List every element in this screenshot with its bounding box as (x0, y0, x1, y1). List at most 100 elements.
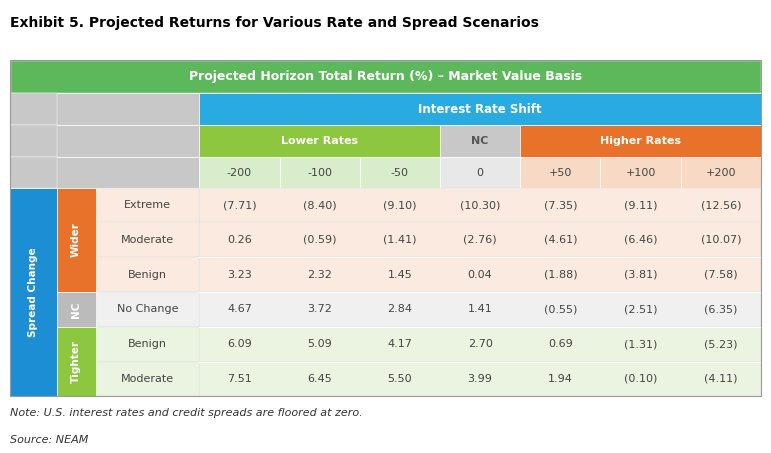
Bar (10, 188, 56, 396)
Text: 6.09: 6.09 (227, 339, 252, 349)
Text: Exhibit 5. Projected Returns for Various Rate and Spread Scenarios: Exhibit 5. Projected Returns for Various… (10, 16, 539, 30)
Bar (10, 157, 56, 188)
Text: Lower Rates: Lower Rates (281, 136, 359, 146)
Text: +100: +100 (625, 168, 656, 178)
Bar (199, 257, 761, 292)
Text: 3.23: 3.23 (227, 270, 252, 280)
Text: 0.04: 0.04 (468, 270, 493, 280)
Bar (440, 157, 520, 188)
Bar (199, 361, 761, 396)
Text: (4.11): (4.11) (704, 374, 738, 384)
Text: (0.59): (0.59) (303, 235, 336, 245)
Text: 3.72: 3.72 (307, 304, 332, 314)
Text: Note: U.S. interest rates and credit spreads are floored at zero.: Note: U.S. interest rates and credit spr… (10, 408, 362, 418)
Text: (6.46): (6.46) (624, 235, 658, 245)
Bar (56, 292, 96, 327)
Text: (9.11): (9.11) (624, 200, 658, 210)
Bar (10, 60, 761, 93)
Text: Benign: Benign (128, 270, 167, 280)
Text: -50: -50 (391, 168, 409, 178)
Text: 2.32: 2.32 (307, 270, 332, 280)
Text: No Change: No Change (116, 304, 178, 314)
Bar (96, 327, 199, 361)
Text: 0.26: 0.26 (227, 235, 252, 245)
Bar (280, 157, 360, 188)
Bar (96, 257, 199, 292)
Text: 0: 0 (476, 168, 483, 178)
Text: (8.40): (8.40) (303, 200, 336, 210)
Text: Interest Rate Shift: Interest Rate Shift (419, 103, 542, 116)
Text: Projected Horizon Total Return (%) – Market Value Basis: Projected Horizon Total Return (%) – Mar… (189, 70, 582, 83)
Text: Tighter: Tighter (71, 340, 81, 383)
Bar (10, 60, 761, 396)
Text: (9.10): (9.10) (383, 200, 416, 210)
Text: Benign: Benign (128, 339, 167, 349)
Bar (56, 327, 96, 396)
Bar (199, 222, 761, 257)
Bar (10, 93, 56, 125)
Text: 3.99: 3.99 (468, 374, 493, 384)
Bar (360, 157, 440, 188)
Bar (10, 125, 199, 157)
Text: Moderate: Moderate (121, 374, 174, 384)
Text: (7.71): (7.71) (223, 200, 256, 210)
Text: (2.76): (2.76) (463, 235, 497, 245)
Bar (56, 188, 96, 292)
Bar (520, 125, 761, 157)
Text: (1.88): (1.88) (544, 270, 577, 280)
Bar (199, 93, 761, 125)
Text: (1.41): (1.41) (383, 235, 416, 245)
Bar (96, 222, 199, 257)
Bar (199, 327, 761, 361)
Text: (0.55): (0.55) (544, 304, 577, 314)
Bar (440, 125, 520, 157)
Text: 7.51: 7.51 (227, 374, 252, 384)
Bar (199, 125, 440, 157)
Text: 5.50: 5.50 (388, 374, 412, 384)
Text: 4.67: 4.67 (227, 304, 252, 314)
Bar (199, 188, 761, 222)
Text: Extreme: Extreme (124, 200, 171, 210)
Bar (96, 292, 199, 327)
Text: 5.09: 5.09 (308, 339, 332, 349)
Text: 4.17: 4.17 (388, 339, 412, 349)
Text: Moderate: Moderate (121, 235, 174, 245)
Bar (10, 157, 199, 188)
Bar (10, 93, 199, 125)
Text: 2.70: 2.70 (468, 339, 493, 349)
Text: 0.69: 0.69 (548, 339, 573, 349)
Text: -100: -100 (307, 168, 332, 178)
Text: NC: NC (71, 301, 81, 318)
Text: (1.31): (1.31) (624, 339, 658, 349)
Text: Wider: Wider (71, 222, 81, 257)
Text: -200: -200 (227, 168, 252, 178)
Text: +50: +50 (549, 168, 572, 178)
Text: (0.10): (0.10) (624, 374, 658, 384)
Text: 1.45: 1.45 (388, 270, 412, 280)
Text: (2.51): (2.51) (624, 304, 658, 314)
Text: (7.58): (7.58) (704, 270, 738, 280)
Bar (10, 125, 56, 157)
Text: (7.35): (7.35) (544, 200, 577, 210)
Text: (3.81): (3.81) (624, 270, 658, 280)
Text: 2.84: 2.84 (387, 304, 412, 314)
Bar (96, 188, 199, 222)
Text: Spread Change: Spread Change (29, 247, 39, 337)
Text: (4.61): (4.61) (544, 235, 577, 245)
Text: (5.23): (5.23) (704, 339, 738, 349)
Text: NC: NC (471, 136, 489, 146)
Text: 1.94: 1.94 (548, 374, 573, 384)
Text: (12.56): (12.56) (701, 200, 741, 210)
Text: (6.35): (6.35) (704, 304, 738, 314)
Bar (199, 157, 280, 188)
Bar (601, 157, 681, 188)
Text: (10.07): (10.07) (701, 235, 741, 245)
Text: Source: NEAM: Source: NEAM (10, 435, 89, 445)
Bar (96, 361, 199, 396)
Text: 6.45: 6.45 (308, 374, 332, 384)
Text: 1.41: 1.41 (468, 304, 493, 314)
Bar (681, 157, 761, 188)
Text: Higher Rates: Higher Rates (600, 136, 681, 146)
Text: (10.30): (10.30) (460, 200, 500, 210)
Bar (199, 292, 761, 327)
